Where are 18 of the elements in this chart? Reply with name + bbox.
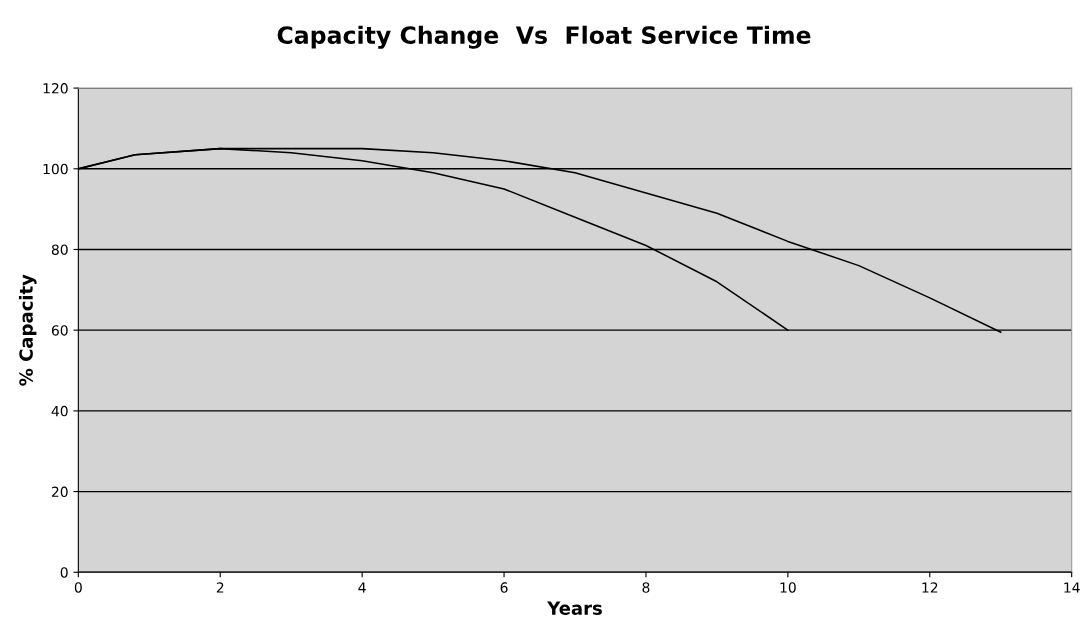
x-tick-label: 10 bbox=[780, 582, 796, 593]
x-tick-label: 8 bbox=[642, 582, 650, 593]
x-tick-label: 14 bbox=[1064, 582, 1080, 593]
x-tick-label: 12 bbox=[922, 582, 938, 593]
y-tick-label: 20 bbox=[51, 486, 68, 498]
chart-title: Capacity Change Vs Float Service Time bbox=[277, 25, 811, 49]
y-tick-label: 60 bbox=[51, 325, 68, 336]
x-tick-label: 6 bbox=[500, 582, 508, 593]
x-axis-title: Years bbox=[547, 601, 602, 615]
y-tick-label: 80 bbox=[51, 244, 68, 255]
x-tick-label: 4 bbox=[358, 582, 366, 593]
x-tick-label: 2 bbox=[216, 582, 224, 593]
y-tick-label: 120 bbox=[43, 83, 68, 94]
y-axis-title: % Capacity bbox=[18, 274, 37, 386]
y-tick-label: 100 bbox=[43, 163, 68, 175]
x-tick-label: 0 bbox=[74, 582, 82, 593]
y-tick-label: 40 bbox=[51, 405, 68, 417]
y-tick-label: 0 bbox=[60, 567, 68, 578]
